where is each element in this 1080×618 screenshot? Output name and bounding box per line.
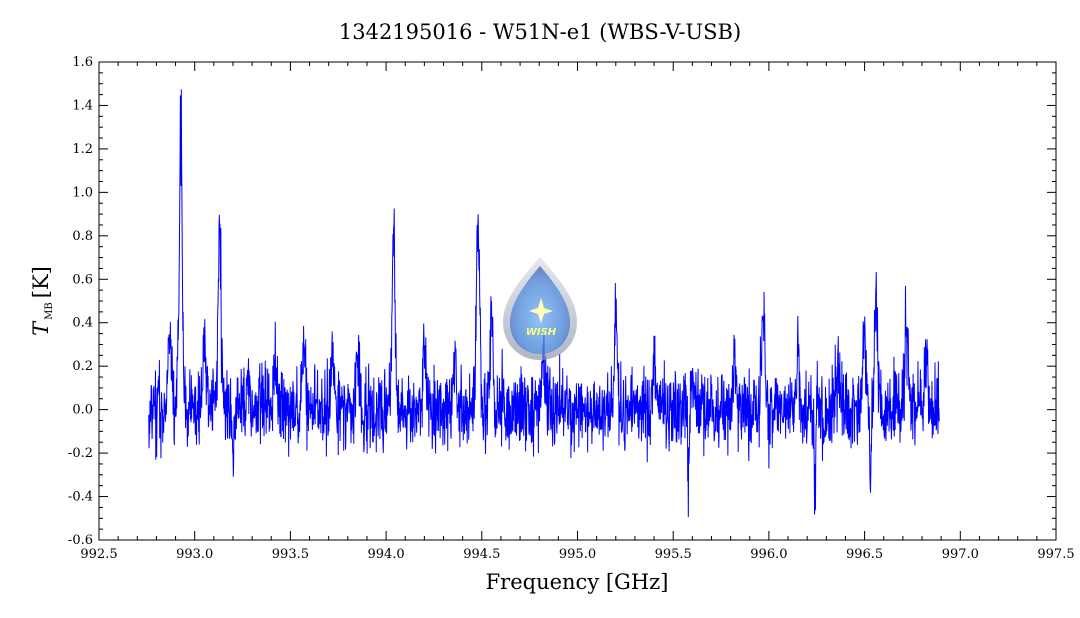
y-axis-label: TMB [K] — [29, 266, 55, 336]
x-tick-label: 994.0 — [367, 547, 404, 562]
y-tick-label: -0.2 — [68, 446, 93, 461]
y-tick-label: -0.4 — [68, 490, 93, 505]
x-tick-label: 997.5 — [1037, 547, 1074, 562]
x-tick-label: 994.5 — [463, 547, 500, 562]
wish-logo: WISH — [503, 257, 577, 360]
x-tick-label: 997.0 — [942, 547, 979, 562]
y-tick-label: 0.2 — [72, 359, 93, 374]
x-tick-label: 996.5 — [846, 547, 883, 562]
y-tick-label: 1.2 — [72, 142, 93, 157]
y-tick-label: 0.0 — [72, 403, 93, 418]
x-axis-label: Frequency [GHz] — [486, 570, 669, 594]
axis-ticks — [98, 61, 1057, 541]
star-icon — [529, 298, 553, 323]
y-tick-label: 1.6 — [72, 55, 93, 70]
x-tick-label: 993.0 — [176, 547, 213, 562]
y-tick-label: 1.4 — [72, 98, 93, 113]
y-tick-label: 0.6 — [72, 272, 93, 287]
y-axis-label-var: T — [29, 320, 53, 336]
x-tick-label: 996.0 — [750, 547, 787, 562]
x-tick-label: 992.5 — [80, 547, 117, 562]
y-tick-label: 1.0 — [72, 185, 93, 200]
plot-frame — [98, 61, 1057, 541]
y-tick-labels: -0.6 -0.4 -0.2 0.0 0.2 0.4 0.6 0.8 1.0 1.2 1.4 1.6 — [68, 55, 93, 548]
spectrum-series-line — [148, 89, 940, 518]
x-tick-label: 995.0 — [559, 547, 596, 562]
x-tick-labels: 992.5 993.0 993.5 994.0 994.5 995.0 995.5 996.0… — [80, 547, 1074, 562]
y-tick-label: 0.8 — [72, 229, 93, 244]
logo-text: WISH — [526, 327, 557, 338]
chart-title: 1342195016 - W51N-e1 (WBS-V-USB) — [339, 20, 741, 44]
y-tick-label: -0.6 — [68, 533, 93, 548]
x-tick-label: 995.5 — [655, 547, 692, 562]
svg-text:TMB[K]: TMB [K] — [29, 266, 55, 336]
y-axis-label-sub: MB — [44, 302, 55, 320]
y-axis-label-unit: [K] — [29, 266, 53, 298]
y-tick-label: 0.4 — [72, 316, 93, 331]
x-tick-label: 993.5 — [272, 547, 309, 562]
